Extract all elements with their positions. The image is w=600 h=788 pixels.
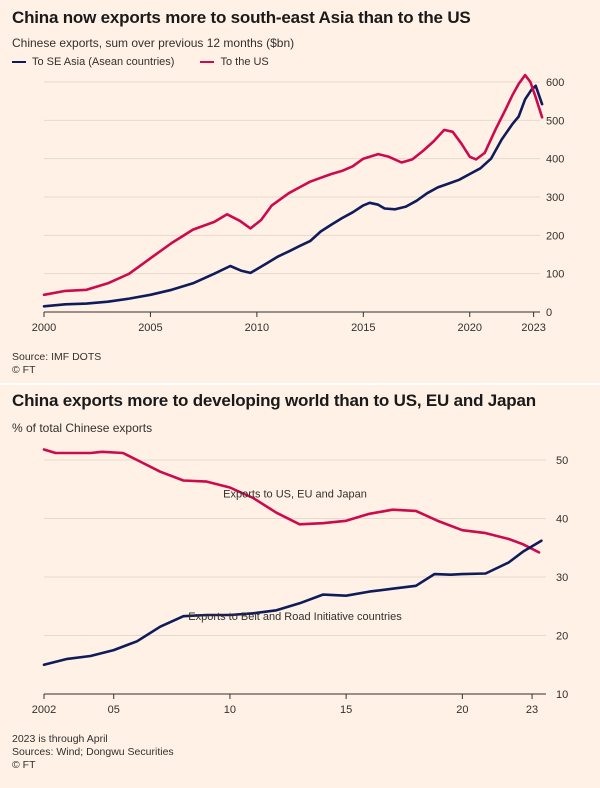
chart-plot-area: 10 20 30 40 50 2002 05 10 15 20 23 Exports to US, E… (32, 448, 568, 716)
legend-item-us: To the US (200, 56, 269, 68)
panel-divider (0, 383, 600, 385)
y-tick-label: 50 (556, 455, 568, 467)
series-line-second (42, 73, 544, 297)
series-annotation-label: Exports to Belt and Road Initiative coun… (188, 611, 402, 623)
x-tick-label: 20 (456, 704, 468, 716)
y-tick-label: 100 (546, 269, 564, 281)
x-tick-label: 2020 (458, 322, 482, 334)
chart-sources: Sources: Wind; Dongwu Securities (12, 746, 174, 758)
y-tick-label: 0 (546, 307, 552, 319)
y-tick-label: 500 (546, 115, 564, 127)
chart-panel-developing-world: China exports more to developing world t… (0, 385, 600, 788)
x-tick-label: 05 (108, 704, 120, 716)
y-tick-label: 600 (546, 77, 564, 89)
y-tick-label: 20 (556, 631, 568, 643)
series-line-first (42, 448, 541, 554)
chart-legend: To SE Asia (Asean countries) To the US (12, 56, 295, 68)
chart-panel-asean-vs-us: China now exports more to south-east Asi… (0, 0, 600, 383)
series-annotation-label: Exports to US, EU and Japan (223, 488, 367, 500)
legend-item-se-asia: To SE Asia (Asean countries) (12, 56, 174, 68)
y-tick-label: 30 (556, 572, 568, 584)
x-tick-label: 2000 (32, 322, 56, 334)
x-tick-label: 2023 (521, 322, 545, 334)
x-tick-label: 2010 (245, 322, 269, 334)
x-tick-label: 2002 (32, 704, 56, 716)
y-tick-label: 10 (556, 689, 568, 701)
legend-swatch-se-asia (12, 61, 26, 63)
chart-credit: © FT (12, 759, 36, 771)
legend-label-se-asia: To SE Asia (Asean countries) (32, 56, 175, 68)
chart-plot-area: 0 100 200 300 400 500 600 2000 2005 2010 2015 2020 2… (32, 73, 564, 334)
chart-subtitle: Chinese exports, sum over previous 12 mo… (12, 36, 295, 50)
x-tick-label: 10 (224, 704, 236, 716)
chart-credit: © FT (12, 364, 36, 376)
x-tick-label: 23 (526, 704, 538, 716)
chart-title: China now exports more to south-east Asi… (12, 8, 471, 27)
chart-note: 2023 is through April (12, 733, 108, 745)
series-line-second (42, 539, 543, 667)
x-tick-label: 15 (340, 704, 352, 716)
legend-swatch-us (200, 61, 215, 63)
chart-subtitle: % of total Chinese exports (12, 421, 153, 435)
chart-source: Source: IMF DOTS (12, 351, 102, 363)
y-tick-label: 40 (556, 514, 568, 526)
y-tick-label: 200 (546, 230, 564, 242)
chart-title: China exports more to developing world t… (12, 391, 536, 410)
x-tick-label: 2015 (351, 322, 375, 334)
series-line-first (42, 84, 544, 308)
y-tick-label: 400 (546, 154, 564, 166)
x-tick-label: 2005 (138, 322, 162, 334)
legend-label-us: To the US (220, 56, 269, 68)
y-tick-label: 300 (546, 192, 564, 204)
